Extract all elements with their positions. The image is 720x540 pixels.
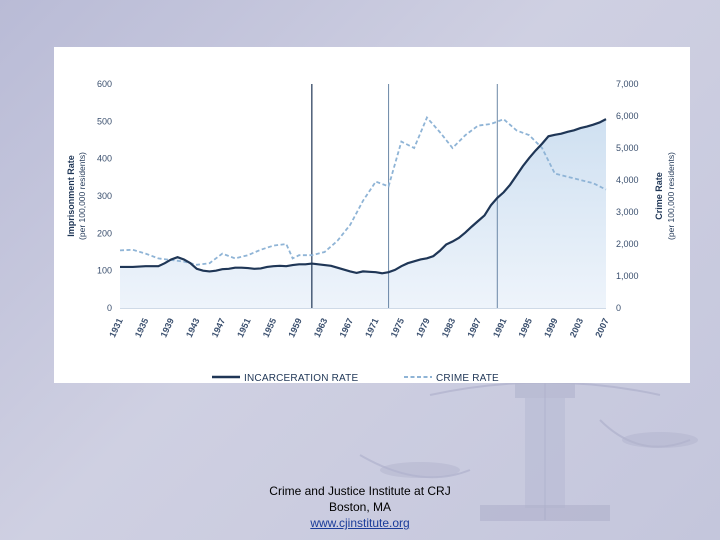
y-left-axis-subtitle: (per 100,000 residents): [77, 152, 87, 240]
x-tick-label: 1995: [517, 317, 535, 339]
x-tick-label: 1975: [389, 317, 407, 339]
x-tick-label: 1959: [286, 317, 304, 339]
y-right-tick-label: 3,000: [616, 207, 639, 217]
footer-organization: Crime and Justice Institute at CRJ: [269, 484, 451, 498]
footer-location: Boston, MA: [328, 500, 392, 514]
crime-rate-line: [119, 115, 607, 266]
x-tick-label: 2003: [568, 317, 586, 339]
x-tick-label: 1999: [542, 317, 560, 339]
y-right-tick-label: 5,000: [616, 143, 639, 153]
incarceration-area: [120, 119, 606, 309]
y-right-tick-label: 1,000: [616, 271, 639, 281]
y-right-tick-label: 2,000: [616, 239, 639, 249]
incarceration-rate-line: [120, 118, 607, 275]
y-left-tick-label: 100: [97, 266, 112, 276]
y-left-tick-label: 400: [97, 154, 112, 164]
legend-incarceration-label: INCARCERATION RATE: [244, 373, 358, 383]
x-tick-label: 1987: [465, 317, 483, 339]
x-tick-label: 1951: [235, 317, 253, 339]
chart-panel: 600 500 400 300 200 100 0 7,000 6,000 5,000 4,000 3…: [54, 47, 690, 383]
y-right-tick-label: 6,000: [616, 111, 639, 121]
footer-credits: Crime and Justice Institute at CRJ Bosto…: [230, 483, 490, 531]
x-tick-label: 1943: [184, 317, 202, 339]
x-tick-label: 1947: [210, 317, 228, 339]
x-tick-label: 1971: [363, 317, 381, 339]
y-left-axis-title: Imprisonment Rate: [66, 155, 76, 237]
y-right-tick-label: 7,000: [616, 79, 639, 89]
footer-website-link[interactable]: www.cjinstitute.org: [310, 516, 410, 530]
y-left-tick-label: 600: [97, 79, 112, 89]
y-left-tick-label: 500: [97, 116, 112, 126]
legend-crime-label: CRIME RATE: [436, 373, 499, 383]
y-right-axis-title: Crime Rate: [654, 172, 664, 220]
y-left-tick-label: 200: [97, 228, 112, 238]
x-tick-label: 1939: [158, 317, 176, 339]
x-tick-label: 1991: [491, 317, 509, 339]
y-right-tick-label: 4,000: [616, 175, 639, 185]
x-tick-label: 1963: [312, 317, 330, 339]
x-tick-label: 1979: [414, 317, 432, 339]
chart-svg: 600 500 400 300 200 100 0 7,000 6,000 5,000 4,000 3…: [66, 79, 676, 383]
x-tick-label: 1935: [133, 317, 151, 339]
x-tick-label: 1967: [337, 317, 355, 339]
y-right-axis-subtitle: (per 100,000 residents): [666, 152, 676, 240]
x-tick-label: 1983: [440, 317, 458, 339]
y-left-tick-label: 300: [97, 191, 112, 201]
x-tick-label: 1955: [261, 317, 279, 339]
x-tick-label: 2007: [593, 317, 611, 339]
y-left-tick-label: 0: [107, 303, 112, 313]
y-right-tick-label: 0: [616, 303, 621, 313]
x-tick-label: 1931: [107, 317, 125, 339]
